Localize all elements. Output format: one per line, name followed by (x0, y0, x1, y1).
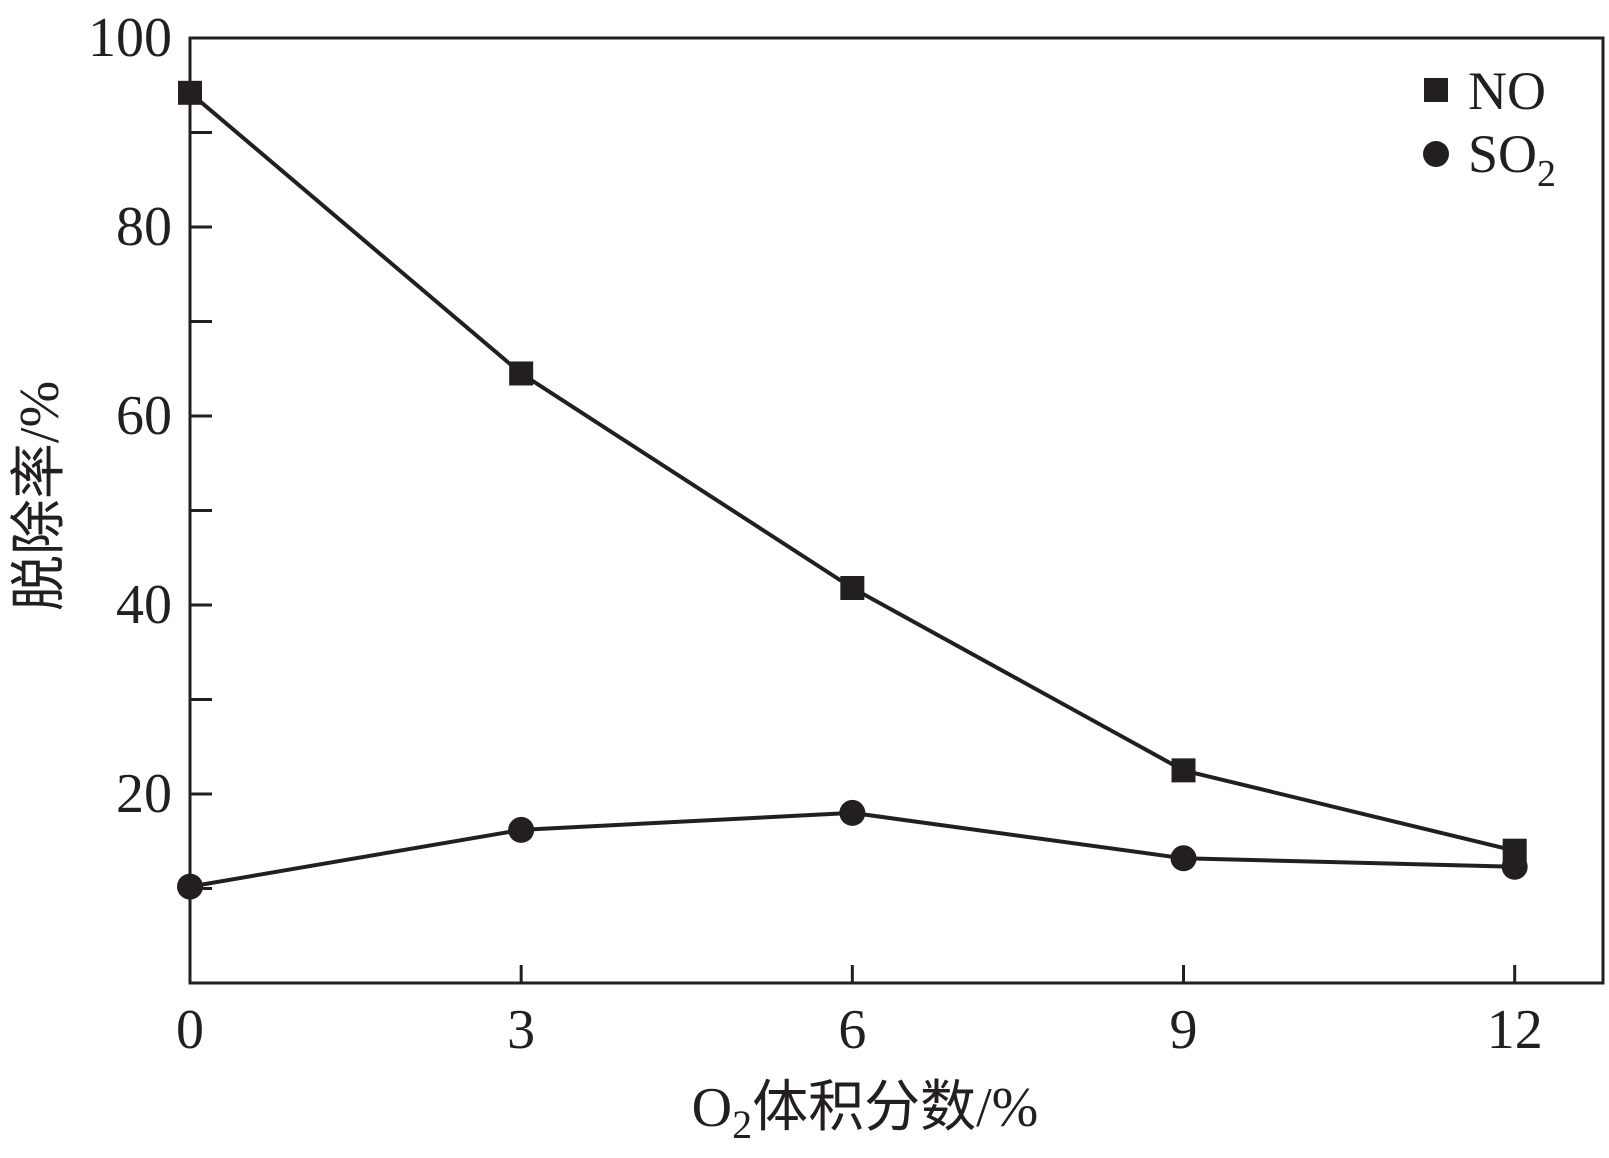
data-point-no (509, 361, 534, 386)
data-point-no (1171, 758, 1196, 783)
y-tick-label: 100 (88, 7, 172, 69)
data-point-so2 (1170, 845, 1197, 872)
x-axis-label-rest: 体积分数/% (752, 1077, 1038, 1139)
y-tick-label: 60 (116, 385, 172, 447)
y-tick-label: 40 (116, 574, 172, 636)
y-tick-label: 20 (116, 763, 172, 825)
x-tick-label: 6 (838, 999, 866, 1061)
data-point-no (178, 80, 202, 105)
x-tick-label: 3 (507, 999, 535, 1061)
series-layer (177, 80, 1528, 900)
x-tick-label: 9 (1170, 999, 1198, 1061)
data-point-no (840, 575, 865, 600)
plot-frame (188, 36, 1605, 985)
x-axis-label-sub: 2 (732, 1102, 752, 1147)
axis-ticks (190, 131, 1517, 983)
legend-no-name: NO (1468, 61, 1546, 121)
y-tick-label: 80 (116, 196, 172, 258)
y-axis-label: 脱除率/% (9, 381, 71, 611)
data-point-so2 (508, 816, 535, 843)
legend-label-so2: SO2 (1468, 124, 1556, 195)
legend-marker-so2 (1423, 141, 1449, 167)
y-tick-labels: 20 40 60 80 100 (88, 7, 172, 825)
data-point-so2 (1501, 853, 1528, 880)
legend-so2-sub: 2 (1537, 153, 1556, 195)
legend-so2-name: SO (1468, 124, 1537, 184)
x-axis-label-base: O (692, 1077, 732, 1139)
legend-marker-no (1424, 78, 1448, 102)
data-point-so2 (839, 799, 866, 826)
legend: NO SO2 (1423, 61, 1556, 195)
x-tick-labels: 0 3 6 9 12 (176, 999, 1543, 1061)
x-axis-label: O2体积分数/% (692, 1077, 1039, 1147)
data-point-so2 (177, 873, 203, 900)
series-line-no (188, 91, 1516, 853)
legend-label-no: NO (1468, 61, 1546, 121)
x-tick-label: 12 (1487, 999, 1543, 1061)
x-tick-label: 0 (176, 999, 204, 1061)
